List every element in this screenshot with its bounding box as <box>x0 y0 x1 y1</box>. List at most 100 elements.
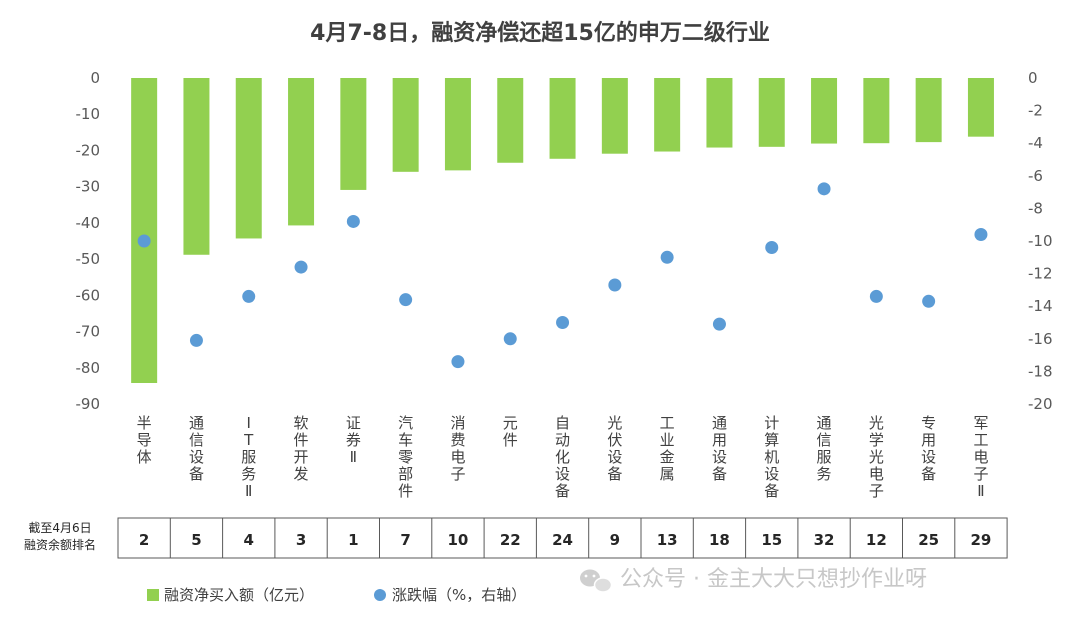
category-label: 半导体 <box>137 414 152 466</box>
legend-bar-label: 融资净买入额（亿元） <box>164 586 314 604</box>
scatter-point <box>869 289 883 303</box>
rank-value: 25 <box>918 531 939 549</box>
rank-value: 3 <box>296 531 306 549</box>
scatter-point <box>660 250 674 264</box>
rank-value: 5 <box>191 531 201 549</box>
bar <box>967 78 994 137</box>
bar <box>811 78 838 144</box>
rank-value: 4 <box>244 531 254 549</box>
left-tick-label: -70 <box>76 323 101 341</box>
category-label: 光伏设备 <box>607 414 622 483</box>
legend: 融资净买入额（亿元） 涨跌幅（%，右轴） <box>147 586 526 604</box>
category-label: 自动化设备 <box>555 414 570 500</box>
bar <box>288 78 315 226</box>
category-label: 计算机设备 <box>764 414 779 500</box>
rank-value: 2 <box>139 531 149 549</box>
right-tick-label: -12 <box>1028 265 1053 283</box>
scatter-point <box>346 214 360 228</box>
scatter-point <box>556 316 570 329</box>
left-tick-label: -30 <box>76 178 101 196</box>
category-label: 通信服务 <box>817 414 832 483</box>
scatter-point <box>399 293 413 307</box>
scatter-point <box>189 333 203 347</box>
bar <box>497 78 524 163</box>
bar <box>601 78 628 154</box>
scatter-point <box>451 355 465 369</box>
rank-table: 截至4月6日融资余额排名 2 5 4 3 1 7 10 22 24 9 13 18 15 32 12 25 29 <box>24 517 1008 559</box>
rank-value: 32 <box>814 531 835 549</box>
watermark: 公众号 · 金主大大只想抄作业呀 <box>580 567 927 593</box>
scatter-series <box>137 182 988 369</box>
right-tick-label: -20 <box>1028 395 1053 413</box>
left-tick-label: -20 <box>76 141 101 159</box>
bar <box>706 78 733 148</box>
right-tick-label: -16 <box>1028 330 1053 348</box>
scatter-point <box>712 317 726 331</box>
category-label: 软件开发 <box>294 414 309 483</box>
right-tick-label: -18 <box>1028 362 1053 380</box>
rank-value: 18 <box>709 531 730 549</box>
left-tick-label: -60 <box>76 286 101 304</box>
scatter-point <box>974 227 988 241</box>
bar <box>863 78 890 144</box>
legend-dot-swatch <box>374 589 386 601</box>
left-tick-label: -10 <box>76 105 101 123</box>
right-tick-label: -6 <box>1028 167 1043 185</box>
wechat-icon <box>580 569 613 593</box>
right-tick-label: -8 <box>1028 199 1043 217</box>
watermark-text: 公众号 · 金主大大只想抄作业呀 <box>620 567 927 592</box>
rank-value: 12 <box>866 531 887 549</box>
rank-value: 29 <box>971 531 992 549</box>
bar <box>340 78 367 190</box>
left-tick-label: -50 <box>76 250 101 268</box>
bar <box>235 78 262 239</box>
left-tick-label: -80 <box>76 359 101 377</box>
rank-table-border <box>117 517 1008 559</box>
bar <box>131 78 158 383</box>
rank-value: 22 <box>500 531 521 549</box>
left-tick-label: -40 <box>76 214 101 232</box>
bar <box>549 78 576 159</box>
bar <box>758 78 785 147</box>
left-tick-label: 0 <box>90 69 100 87</box>
category-label: 汽车零部件 <box>398 414 413 500</box>
bar <box>183 78 210 255</box>
left-tick-label: -90 <box>76 395 101 413</box>
right-tick-label: -2 <box>1028 102 1043 120</box>
rank-value: 10 <box>448 531 469 549</box>
right-tick-label: -14 <box>1028 297 1053 315</box>
category-label: 元件 <box>503 414 518 449</box>
left-axis-ticks: 0 -10 -20 -30 -40 -50 -60 -70 -80 -90 <box>76 69 101 413</box>
chart-title: 4月7-8日，融资净偿还超15亿的申万二级行业 <box>310 20 770 46</box>
scatter-point <box>817 182 831 196</box>
scatter-point <box>765 241 779 255</box>
scatter-point <box>922 294 936 308</box>
category-label: 通信设备 <box>189 414 204 483</box>
scatter-point <box>503 332 517 346</box>
right-axis-ticks: 0 -2 -4 -6 -8 -10 -12 -14 -16 -18 -20 <box>1028 69 1053 413</box>
category-label: 消费电子 <box>450 414 465 483</box>
category-label: 军工电子 Ⅱ <box>973 414 988 500</box>
bar <box>444 78 471 171</box>
category-labels: 半导体 通信设备 I T 服务 Ⅱ 软件开发 证券 Ⅱ 汽车零部件 消费电子 元件 自动化设备 光伏设备 工… <box>137 414 989 500</box>
right-tick-label: -4 <box>1028 134 1043 152</box>
category-label: 证券 Ⅱ <box>346 414 361 466</box>
scatter-point <box>294 260 308 274</box>
scatter-point <box>608 278 622 292</box>
category-label: 通用设备 <box>712 414 727 483</box>
category-label: 光学光电子 <box>869 414 884 500</box>
scatter-point <box>242 289 256 303</box>
category-label: 工业金属 <box>660 414 675 483</box>
rank-value: 1 <box>348 531 358 549</box>
bar <box>392 78 419 172</box>
category-label: 专用设备 <box>921 414 936 483</box>
rank-row-label: 截至4月6日融资余额排名 <box>24 521 96 552</box>
bar-series <box>131 78 994 383</box>
rank-value: 7 <box>400 531 410 549</box>
category-label: I T 服务 Ⅱ <box>241 414 256 500</box>
rank-value: 24 <box>552 531 573 549</box>
scatter-point <box>137 234 151 248</box>
rank-value: 15 <box>761 531 782 549</box>
legend-bar-swatch <box>147 589 159 601</box>
